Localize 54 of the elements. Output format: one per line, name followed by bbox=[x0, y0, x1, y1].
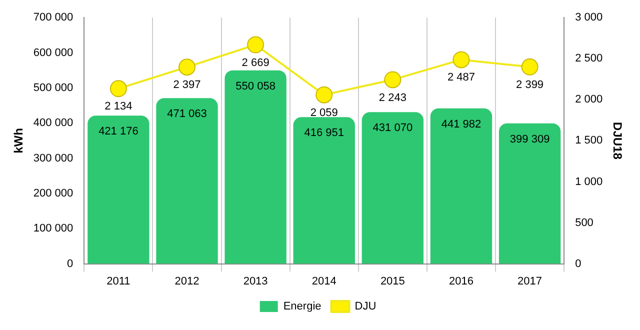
bar bbox=[430, 108, 492, 264]
data-label: 399 309 bbox=[510, 133, 550, 146]
data-label: 2 059 bbox=[310, 106, 338, 119]
x-tick-label: 2016 bbox=[448, 275, 474, 288]
point bbox=[316, 86, 333, 104]
point bbox=[110, 80, 127, 98]
point bbox=[384, 71, 402, 88]
data-label: 2 399 bbox=[516, 78, 544, 91]
bar bbox=[498, 123, 561, 264]
point bbox=[521, 58, 538, 76]
y-tick-label: 100 000 bbox=[33, 222, 74, 235]
y-tick-label: 500 000 bbox=[33, 82, 74, 94]
y2-axis-title: DJU18 bbox=[610, 122, 624, 160]
data-label: 2 669 bbox=[242, 56, 270, 69]
x-tick-label: 2011 bbox=[106, 275, 130, 288]
bar bbox=[293, 117, 355, 264]
x-tick-label: 2014 bbox=[312, 275, 336, 288]
y-tick-label: 400 000 bbox=[33, 117, 74, 130]
y2-tick-label: 2 000 bbox=[575, 94, 603, 106]
point bbox=[452, 51, 470, 68]
y2-tick-label: 0 bbox=[575, 258, 582, 270]
data-label: 2 487 bbox=[447, 72, 475, 84]
y-tick-label: 700 000 bbox=[33, 12, 74, 24]
x-tick-label: 2015 bbox=[380, 275, 405, 288]
y2-tick-label: 500 bbox=[575, 216, 594, 229]
data-label: 441 982 bbox=[441, 118, 482, 130]
bar bbox=[362, 112, 424, 264]
point bbox=[247, 36, 264, 54]
y-tick-label: 300 000 bbox=[33, 152, 74, 164]
y-tick-label: 0 bbox=[67, 258, 74, 270]
x-tick-label: 2017 bbox=[518, 275, 542, 288]
legend-label: DJU bbox=[354, 300, 376, 313]
y-tick-label: 600 000 bbox=[33, 46, 74, 59]
bar bbox=[224, 70, 286, 264]
data-label: 416 951 bbox=[304, 127, 344, 140]
bar bbox=[156, 98, 218, 264]
y2-tick-label: 1 500 bbox=[575, 134, 603, 147]
y2-tick-label: 2 500 bbox=[575, 52, 603, 65]
x-tick-label: 2012 bbox=[174, 275, 200, 288]
data-label: 431 070 bbox=[372, 122, 413, 134]
data-label: 2 134 bbox=[104, 100, 132, 113]
data-label: 550 058 bbox=[236, 80, 276, 92]
y-tick-label: 200 000 bbox=[33, 187, 74, 200]
y2-tick-label: 1 000 bbox=[575, 176, 603, 188]
y-axis-title: kWh bbox=[12, 128, 26, 154]
data-label: 421 176 bbox=[98, 126, 138, 138]
point bbox=[178, 58, 196, 76]
bar bbox=[88, 116, 150, 264]
data-label: 2 397 bbox=[173, 79, 201, 92]
legend-label: Energie bbox=[283, 300, 322, 313]
data-label: 2 243 bbox=[378, 92, 406, 104]
y2-tick-label: 3 000 bbox=[575, 12, 603, 24]
x-tick-label: 2013 bbox=[243, 275, 268, 288]
data-label: 471 063 bbox=[167, 108, 207, 120]
